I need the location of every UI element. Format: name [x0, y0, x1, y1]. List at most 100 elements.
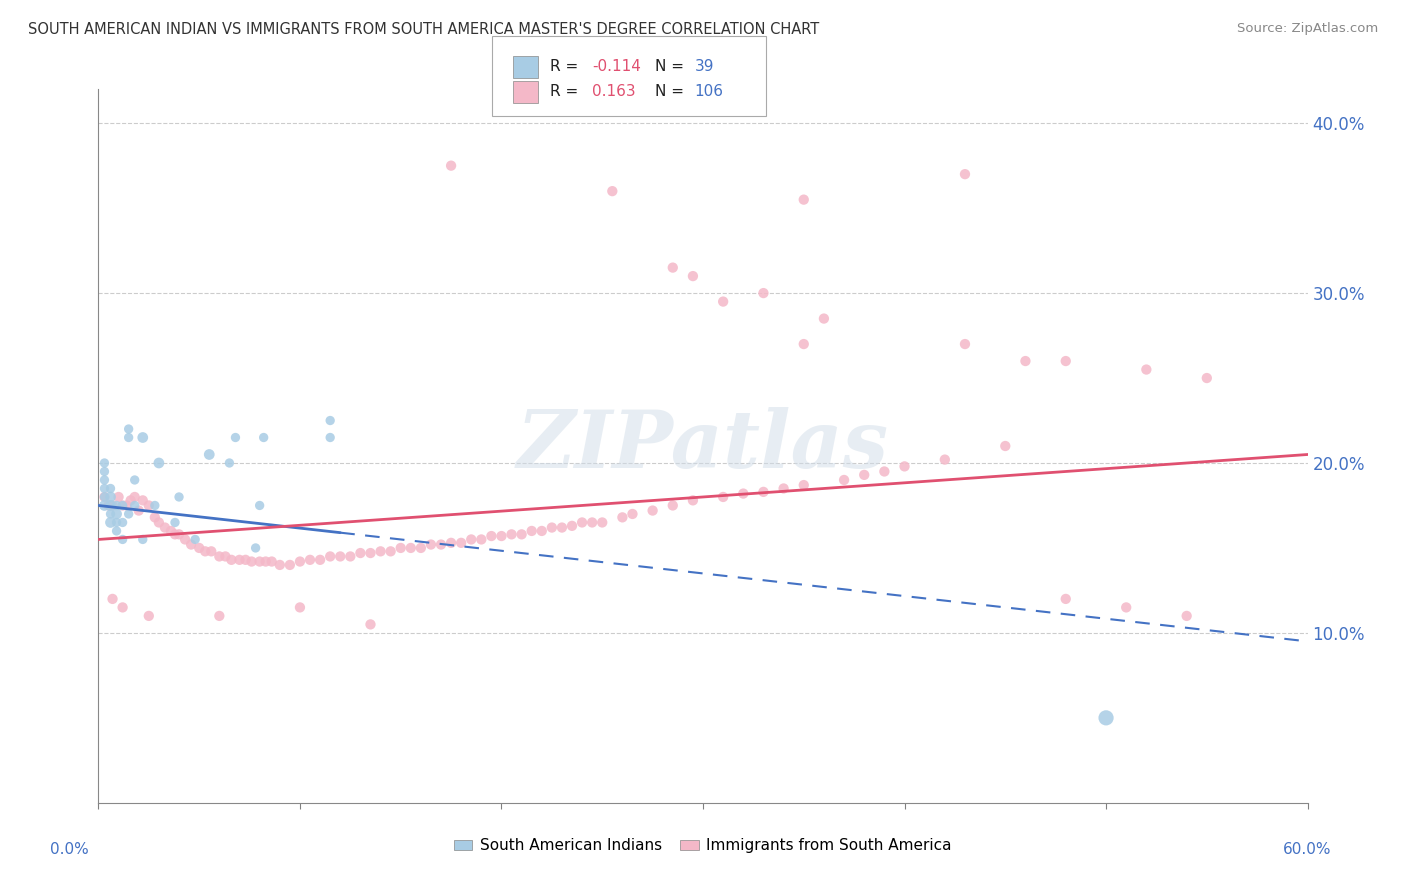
Point — [409, 541, 432, 555]
Point — [994, 439, 1017, 453]
Point — [278, 558, 301, 572]
Point — [93, 456, 115, 470]
Point — [93, 490, 115, 504]
Point — [491, 529, 513, 543]
Text: 60.0%: 60.0% — [1284, 842, 1331, 857]
Point — [540, 520, 562, 534]
Text: R =: R = — [550, 85, 583, 99]
Point — [470, 533, 492, 547]
Point — [245, 541, 267, 555]
Point — [107, 490, 129, 504]
Point — [174, 533, 197, 547]
Point — [100, 482, 122, 496]
Point — [208, 549, 231, 564]
Point — [148, 516, 170, 530]
Point — [128, 503, 150, 517]
Point — [530, 524, 553, 538]
Point — [319, 549, 342, 564]
Point — [93, 473, 115, 487]
Point — [360, 617, 382, 632]
Point — [105, 507, 128, 521]
Point — [380, 544, 402, 558]
Point — [132, 533, 155, 547]
Point — [440, 159, 463, 173]
Text: N =: N = — [655, 85, 689, 99]
Point — [711, 294, 734, 309]
Point — [132, 430, 155, 444]
Point — [200, 544, 222, 558]
Point — [132, 493, 155, 508]
Point — [1115, 600, 1137, 615]
Point — [97, 499, 120, 513]
Point — [224, 430, 246, 444]
Point — [249, 555, 271, 569]
Point — [105, 516, 128, 530]
Point — [832, 473, 855, 487]
Point — [1054, 354, 1077, 368]
Point — [602, 184, 624, 198]
Text: 0.0%: 0.0% — [51, 842, 89, 857]
Point — [138, 499, 160, 513]
Point — [163, 516, 186, 530]
Point — [339, 549, 361, 564]
Point — [288, 555, 311, 569]
Point — [953, 337, 976, 351]
Point — [319, 430, 342, 444]
Point — [641, 503, 664, 517]
Point — [228, 553, 250, 567]
Point — [1195, 371, 1218, 385]
Point — [118, 507, 141, 521]
Text: 39: 39 — [695, 60, 714, 74]
Point — [813, 311, 835, 326]
Text: 0.163: 0.163 — [592, 85, 636, 99]
Point — [621, 507, 644, 521]
Point — [118, 430, 141, 444]
Point — [1014, 354, 1036, 368]
Point — [360, 546, 382, 560]
Point — [752, 484, 775, 499]
Point — [853, 467, 876, 482]
Point — [793, 337, 815, 351]
Point — [793, 193, 815, 207]
Point — [180, 537, 202, 551]
Point — [733, 486, 755, 500]
Point — [100, 507, 122, 521]
Point — [288, 600, 311, 615]
Point — [143, 499, 166, 513]
Legend: South American Indians, Immigrants from South America: South American Indians, Immigrants from … — [449, 832, 957, 859]
Point — [214, 549, 236, 564]
Point — [793, 478, 815, 492]
Point — [1135, 362, 1157, 376]
Point — [612, 510, 634, 524]
Point — [100, 499, 122, 513]
Point — [661, 260, 683, 275]
Point — [501, 527, 523, 541]
Point — [184, 533, 207, 547]
Point — [349, 546, 371, 560]
Text: ZIPatlas: ZIPatlas — [517, 408, 889, 484]
Point — [1175, 608, 1198, 623]
Point — [221, 553, 243, 567]
Point — [319, 413, 342, 427]
Point — [481, 529, 503, 543]
Point — [115, 499, 138, 513]
Point — [329, 549, 352, 564]
Point — [389, 541, 412, 555]
Point — [111, 516, 134, 530]
Point — [93, 482, 115, 496]
Point — [124, 490, 146, 504]
Point — [198, 448, 221, 462]
Point — [100, 490, 122, 504]
Point — [188, 541, 211, 555]
Point — [420, 537, 443, 551]
Point — [105, 524, 128, 538]
Point — [253, 430, 276, 444]
Text: SOUTH AMERICAN INDIAN VS IMMIGRANTS FROM SOUTH AMERICA MASTER'S DEGREE CORRELATI: SOUTH AMERICAN INDIAN VS IMMIGRANTS FROM… — [28, 22, 820, 37]
Point — [440, 536, 463, 550]
Point — [551, 520, 574, 534]
Point — [309, 553, 332, 567]
Point — [254, 555, 277, 569]
Point — [249, 499, 271, 513]
Point — [893, 459, 915, 474]
Point — [873, 465, 896, 479]
